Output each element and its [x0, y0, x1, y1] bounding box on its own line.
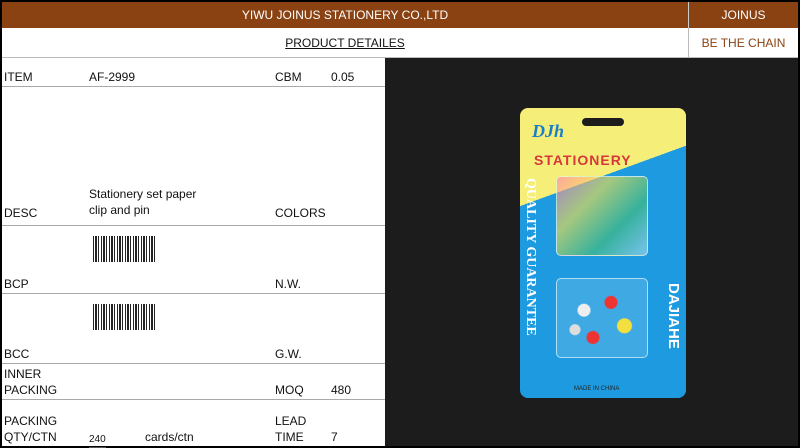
- cbm-label: CBM: [275, 70, 302, 84]
- packing-label-line2: QTY/CTN: [4, 430, 57, 444]
- packing-unit: cards/ctn: [145, 430, 194, 444]
- gw-label: G.W.: [275, 347, 302, 361]
- cbm-value: 0.05: [331, 70, 355, 84]
- packing-qty: 240: [89, 432, 106, 448]
- product-photo: DJh STATIONERY QUALITY GUARANTEE DAJIAHE…: [385, 58, 798, 446]
- page-title-text: PRODUCT DETAILES: [285, 35, 405, 50]
- colors-label: COLORS: [275, 206, 326, 220]
- lead-label-line2: TIME: [275, 430, 304, 444]
- bcp-barcode: [93, 236, 155, 262]
- bcc-barcode: [93, 304, 155, 330]
- slogan: BE THE CHAIN: [689, 28, 798, 58]
- paper-clip-tray: [556, 176, 648, 256]
- desc-value-line2: clip and pin: [89, 203, 150, 217]
- brand-logo: DJh: [532, 121, 565, 141]
- desc-value-line1: Stationery set paper: [89, 187, 197, 201]
- row-bcp: BCP N.W.: [2, 226, 385, 294]
- card-origin: MADE IN CHINA: [574, 386, 620, 392]
- item-label: ITEM: [4, 70, 33, 84]
- card-side-text: QUALITY GUARANTEE: [523, 178, 538, 336]
- page-title: PRODUCT DETAILES: [2, 28, 689, 58]
- row-bcc: BCC G.W.: [2, 294, 385, 364]
- row-item: ITEM AF-2999 CBM 0.05: [2, 58, 385, 87]
- details-table: ITEM AF-2999 CBM 0.05 Stationery set pap…: [2, 58, 385, 448]
- card-category: STATIONERY: [534, 152, 632, 168]
- card-brand-text: DAJIAHE: [665, 283, 682, 349]
- moq-value: 480: [331, 383, 352, 397]
- brand-header: JOINUS: [689, 2, 798, 28]
- company-header: YIWU JOINUS STATIONERY CO.,LTD: [2, 2, 689, 28]
- desc-label: DESC: [4, 206, 38, 220]
- lead-label-line1: LEAD: [275, 414, 307, 428]
- row-inner-packing: INNER PACKING MOQ 480: [2, 364, 385, 400]
- row-desc: Stationery set paper clip and pin DESC C…: [2, 87, 385, 226]
- blister-card: DJh STATIONERY QUALITY GUARANTEE DAJIAHE…: [520, 108, 686, 398]
- bcp-label: BCP: [4, 277, 29, 291]
- inner-label-line1: INNER: [4, 367, 42, 381]
- inner-label-line2: PACKING: [4, 383, 58, 397]
- hang-hole: [582, 118, 624, 126]
- push-pin-tray: [556, 278, 648, 358]
- bcc-label: BCC: [4, 347, 30, 361]
- moq-label: MOQ: [275, 383, 304, 397]
- row-packing: PACKING QTY/CTN 240 cards/ctn LEAD TIME …: [2, 400, 385, 448]
- nw-label: N.W.: [275, 277, 301, 291]
- lead-value: 7: [331, 430, 338, 444]
- item-value: AF-2999: [89, 70, 136, 84]
- packing-label-line1: PACKING: [4, 414, 58, 428]
